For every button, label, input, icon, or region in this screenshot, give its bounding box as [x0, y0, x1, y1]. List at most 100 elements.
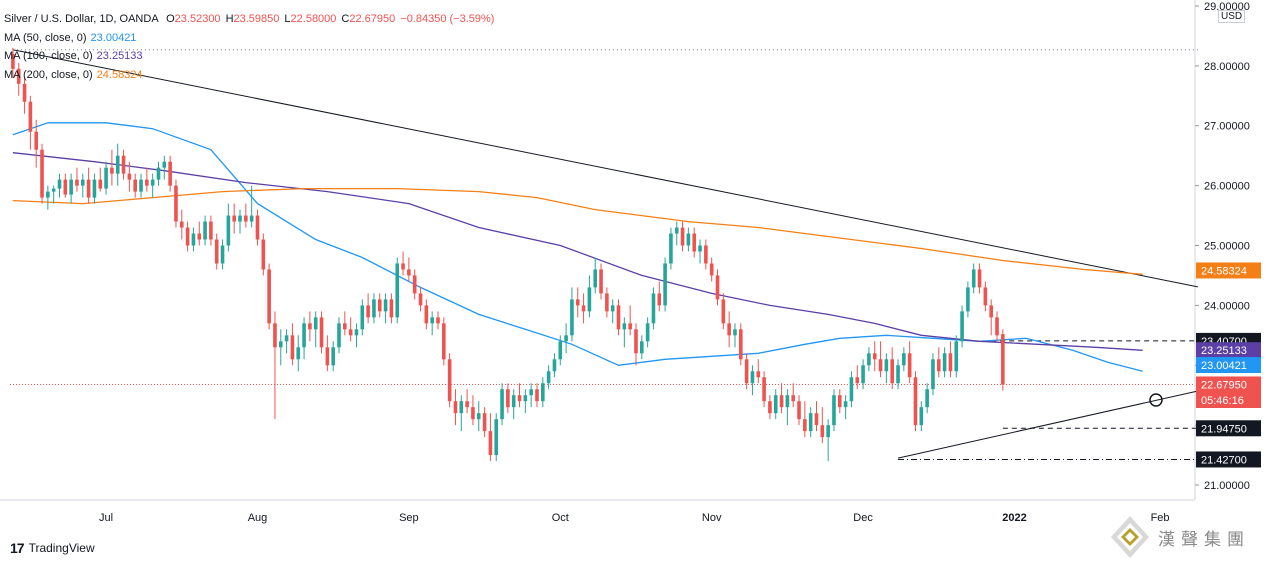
candle-body[interactable] — [948, 353, 953, 372]
candle-body[interactable] — [150, 179, 155, 186]
candle-body[interactable] — [366, 305, 370, 318]
candle-body[interactable] — [482, 413, 487, 432]
candle-body[interactable] — [779, 395, 784, 408]
candle-body[interactable] — [98, 179, 103, 189]
candle-body[interactable] — [412, 275, 417, 294]
candle-body[interactable] — [430, 317, 434, 324]
candle-body[interactable] — [529, 389, 533, 396]
candle-body[interactable] — [442, 323, 446, 360]
candle-body[interactable] — [471, 407, 475, 420]
candle-body[interactable] — [575, 299, 580, 306]
candle-body[interactable] — [372, 299, 376, 318]
candle-body[interactable] — [523, 395, 528, 402]
candle-body[interactable] — [692, 233, 697, 252]
candle-body[interactable] — [686, 233, 691, 246]
ma-line[interactable] — [12, 152, 1143, 351]
candle-body[interactable] — [500, 389, 504, 420]
candle-body[interactable] — [110, 167, 114, 174]
candle-body[interactable] — [290, 335, 295, 360]
candle-body[interactable] — [34, 131, 39, 150]
legend-ma50[interactable]: MA (50, close, 0) 23.00421 — [4, 29, 494, 48]
candle-body[interactable] — [954, 341, 959, 372]
candle-body[interactable] — [942, 353, 947, 372]
candle-body[interactable] — [738, 329, 743, 360]
candle-body[interactable] — [651, 293, 656, 324]
candle-body[interactable] — [727, 323, 731, 336]
candle-body[interactable] — [476, 413, 481, 420]
candle-body[interactable] — [214, 239, 219, 264]
candle-body[interactable] — [803, 419, 807, 432]
candle-body[interactable] — [28, 101, 33, 132]
candle-body[interactable] — [57, 179, 62, 189]
candle-body[interactable] — [191, 233, 196, 246]
candle-body[interactable] — [203, 221, 207, 240]
candle-body[interactable] — [337, 323, 341, 348]
candle-body[interactable] — [267, 269, 271, 324]
ma-line[interactable] — [12, 122, 1143, 372]
candle-body[interactable] — [715, 275, 720, 300]
candle-body[interactable] — [401, 263, 405, 270]
candle-body[interactable] — [389, 299, 394, 318]
candle-body[interactable] — [465, 401, 469, 408]
candle-body[interactable] — [762, 377, 766, 402]
candle-body[interactable] — [861, 365, 865, 384]
tradingview-branding[interactable]: 17 TradingView — [10, 540, 95, 556]
candle-body[interactable] — [488, 431, 493, 456]
candle-body[interactable] — [506, 389, 510, 408]
candle-body[interactable] — [995, 317, 999, 336]
candle-body[interactable] — [907, 353, 912, 378]
candle-body[interactable] — [459, 401, 464, 414]
candle-body[interactable] — [750, 371, 755, 384]
candle-body[interactable] — [80, 179, 85, 186]
candle-body[interactable] — [669, 233, 673, 264]
candle-body[interactable] — [331, 347, 335, 366]
candle-body[interactable] — [232, 215, 236, 222]
candle-body[interactable] — [127, 173, 132, 180]
candle-body[interactable] — [593, 269, 598, 288]
candle-body[interactable] — [313, 317, 318, 330]
candle-body[interactable] — [832, 395, 836, 426]
candle-body[interactable] — [360, 305, 365, 330]
candle-body[interactable] — [174, 185, 178, 222]
candle-body[interactable] — [657, 293, 662, 306]
candle-body[interactable] — [820, 425, 825, 438]
candle-body[interactable] — [249, 215, 254, 222]
candle-body[interactable] — [121, 155, 126, 174]
candle-body[interactable] — [541, 383, 545, 402]
legend-ma200[interactable]: MA (200, close, 0) 24.58324 — [4, 66, 494, 85]
candle-body[interactable] — [11, 53, 15, 69]
candle-body[interactable] — [296, 347, 301, 360]
candle-body[interactable] — [867, 353, 871, 366]
candle-body[interactable] — [63, 179, 68, 195]
candle-body[interactable] — [884, 359, 889, 372]
candle-body[interactable] — [377, 299, 382, 312]
candle-body[interactable] — [319, 317, 324, 348]
candle-body[interactable] — [971, 269, 976, 288]
candle-body[interactable] — [244, 215, 248, 222]
candle-body[interactable] — [46, 191, 50, 198]
candle-body[interactable] — [925, 389, 929, 408]
candle-body[interactable] — [278, 341, 283, 348]
candle-body[interactable] — [837, 395, 842, 408]
candle-body[interactable] — [69, 179, 73, 195]
candle-body[interactable] — [628, 323, 632, 330]
candle-body[interactable] — [587, 287, 592, 312]
candle-body[interactable] — [133, 179, 138, 192]
candle-body[interactable] — [453, 401, 458, 414]
candle-body[interactable] — [418, 293, 423, 306]
candle-body[interactable] — [855, 377, 860, 384]
candle-body[interactable] — [511, 395, 516, 408]
candle-body[interactable] — [185, 227, 190, 246]
candle-body[interactable] — [966, 287, 970, 312]
candle-body[interactable] — [447, 359, 452, 402]
candle-body[interactable] — [977, 269, 982, 288]
candle-body[interactable] — [535, 389, 539, 402]
candle-body[interactable] — [226, 215, 231, 246]
candle-body[interactable] — [826, 425, 830, 438]
candle-body[interactable] — [674, 227, 679, 234]
candle-body[interactable] — [773, 395, 778, 414]
trendline[interactable] — [12, 49, 1199, 288]
candle-body[interactable] — [424, 305, 429, 324]
candle-body[interactable] — [517, 395, 522, 402]
candle-body[interactable] — [494, 419, 499, 456]
